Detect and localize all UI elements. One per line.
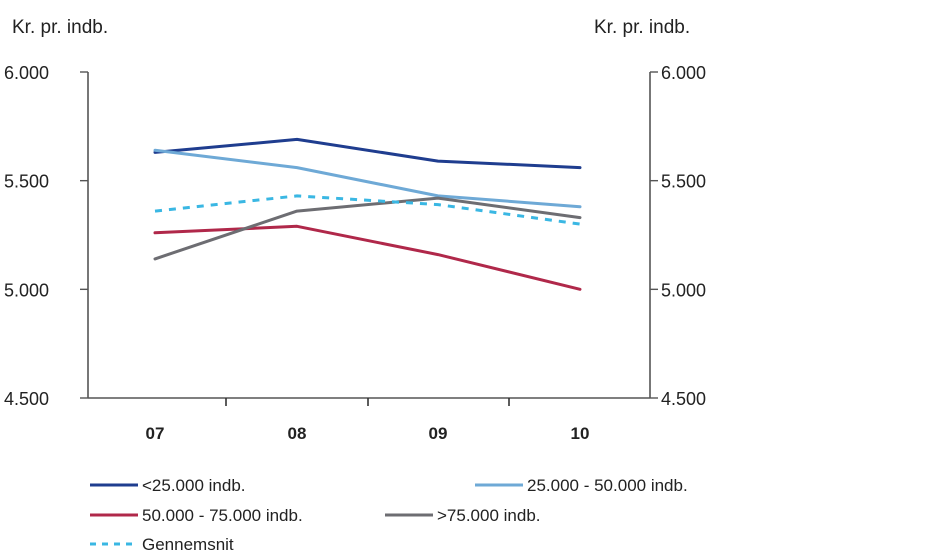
series-line-0: [153, 137, 582, 170]
series-line-3: [153, 196, 582, 261]
legend-label-4: Gennemsnit: [142, 535, 234, 551]
series-line-4: [154, 194, 581, 226]
y-tick-label-left: 5.000: [4, 280, 49, 300]
legend-label-0: <25.000 indb.: [142, 476, 246, 495]
y-axis-left-unit: Kr. pr. indb.: [12, 17, 108, 38]
legend-label-3: >75.000 indb.: [437, 506, 541, 525]
x-tick-label-09: 09: [429, 424, 448, 443]
series-line-1: [153, 148, 582, 209]
x-tick-label-07: 07: [146, 424, 165, 443]
legend-label-2: 50.000 - 75.000 indb.: [142, 506, 303, 525]
y-tick-label-left: 5.500: [4, 172, 49, 192]
legend: <25.000 indb. 25.000 - 50.000 indb. 50.000…: [90, 476, 688, 554]
legend-label-1: 25.000 - 50.000 indb.: [527, 476, 688, 495]
y-tick-label-right: 6.000: [661, 63, 706, 83]
x-tick-label-08: 08: [288, 424, 307, 443]
x-tick-label-10: 10: [571, 424, 590, 443]
y-tick-label-right: 5.500: [661, 172, 706, 192]
y-tick-label-left: 6.000: [4, 63, 49, 83]
y-tick-label-left: 4.500: [4, 389, 49, 409]
series-line-2: [153, 224, 582, 291]
series-lines: [153, 137, 582, 291]
y-axis-right-unit: Kr. pr. indb.: [594, 17, 690, 38]
y-tick-label-right: 5.000: [661, 280, 706, 300]
axes: 4.500 4.500 5.000 5.000 5.500 5.500 6.000 6.000…: [4, 63, 706, 443]
y-tick-label-right: 4.500: [661, 389, 706, 409]
